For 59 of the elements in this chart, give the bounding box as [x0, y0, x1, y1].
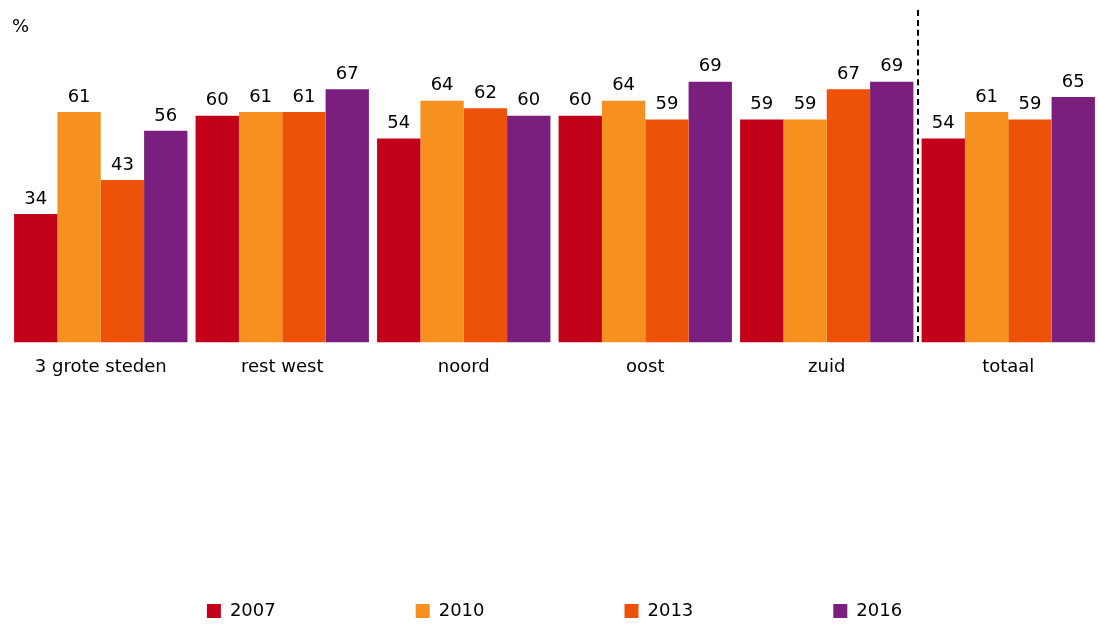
- bar: [1051, 96, 1095, 343]
- data-label: 59: [793, 92, 817, 114]
- data-label: 61: [292, 84, 316, 106]
- data-label: 69: [698, 54, 722, 76]
- data-label: 34: [24, 186, 48, 208]
- x-tick-label: zuid: [808, 354, 846, 376]
- bar: [325, 89, 369, 343]
- x-tick-label: oost: [626, 354, 665, 376]
- bar: [420, 100, 464, 343]
- bar: [463, 108, 508, 343]
- data-label: 67: [335, 61, 359, 83]
- bar: [601, 100, 646, 343]
- data-label: 59: [655, 92, 679, 114]
- data-label: 60: [517, 88, 541, 110]
- data-label: 65: [1061, 69, 1085, 91]
- data-label: 69: [880, 54, 904, 76]
- bar: [238, 111, 283, 343]
- legend-label: 2016: [856, 598, 903, 620]
- bar: [558, 115, 602, 343]
- x-tick-label: rest west: [241, 354, 324, 376]
- bar: [1008, 119, 1052, 343]
- bar: [921, 138, 965, 343]
- data-label: 61: [249, 84, 273, 106]
- data-label: 61: [67, 84, 91, 106]
- data-label: 60: [205, 88, 229, 110]
- data-label: 43: [110, 152, 134, 174]
- x-tick-label: noord: [437, 354, 490, 376]
- bar: [688, 81, 732, 343]
- data-label: 64: [430, 73, 454, 95]
- bar: [783, 119, 827, 343]
- data-label: 67: [836, 61, 860, 83]
- bar: [507, 115, 551, 343]
- legend-label: 2013: [647, 598, 694, 620]
- data-label: 62: [473, 80, 497, 102]
- bar: [282, 111, 326, 343]
- data-label: 60: [568, 88, 592, 110]
- bar: [964, 111, 1009, 343]
- data-label: 59: [750, 92, 774, 114]
- legend-label: 2010: [438, 598, 485, 620]
- bar: [144, 130, 188, 343]
- data-label: 61: [975, 84, 999, 106]
- data-label: 64: [612, 73, 636, 95]
- x-tick-label: 3 grote steden: [34, 354, 167, 376]
- data-label: 54: [387, 111, 411, 133]
- bar: [377, 138, 421, 343]
- x-tick-label: totaal: [982, 354, 1035, 376]
- bar: [645, 119, 689, 343]
- bar: [870, 81, 914, 343]
- bar: [740, 119, 784, 343]
- bar: [100, 179, 145, 343]
- data-label: 59: [1018, 92, 1042, 114]
- data-label: 54: [931, 111, 955, 133]
- bar: [57, 111, 101, 343]
- bar: [826, 89, 871, 343]
- y-axis-title: %: [12, 14, 30, 36]
- bar: [195, 115, 239, 343]
- data-label: 56: [154, 103, 178, 125]
- bar: [14, 213, 58, 343]
- legend-label: 2007: [229, 598, 276, 620]
